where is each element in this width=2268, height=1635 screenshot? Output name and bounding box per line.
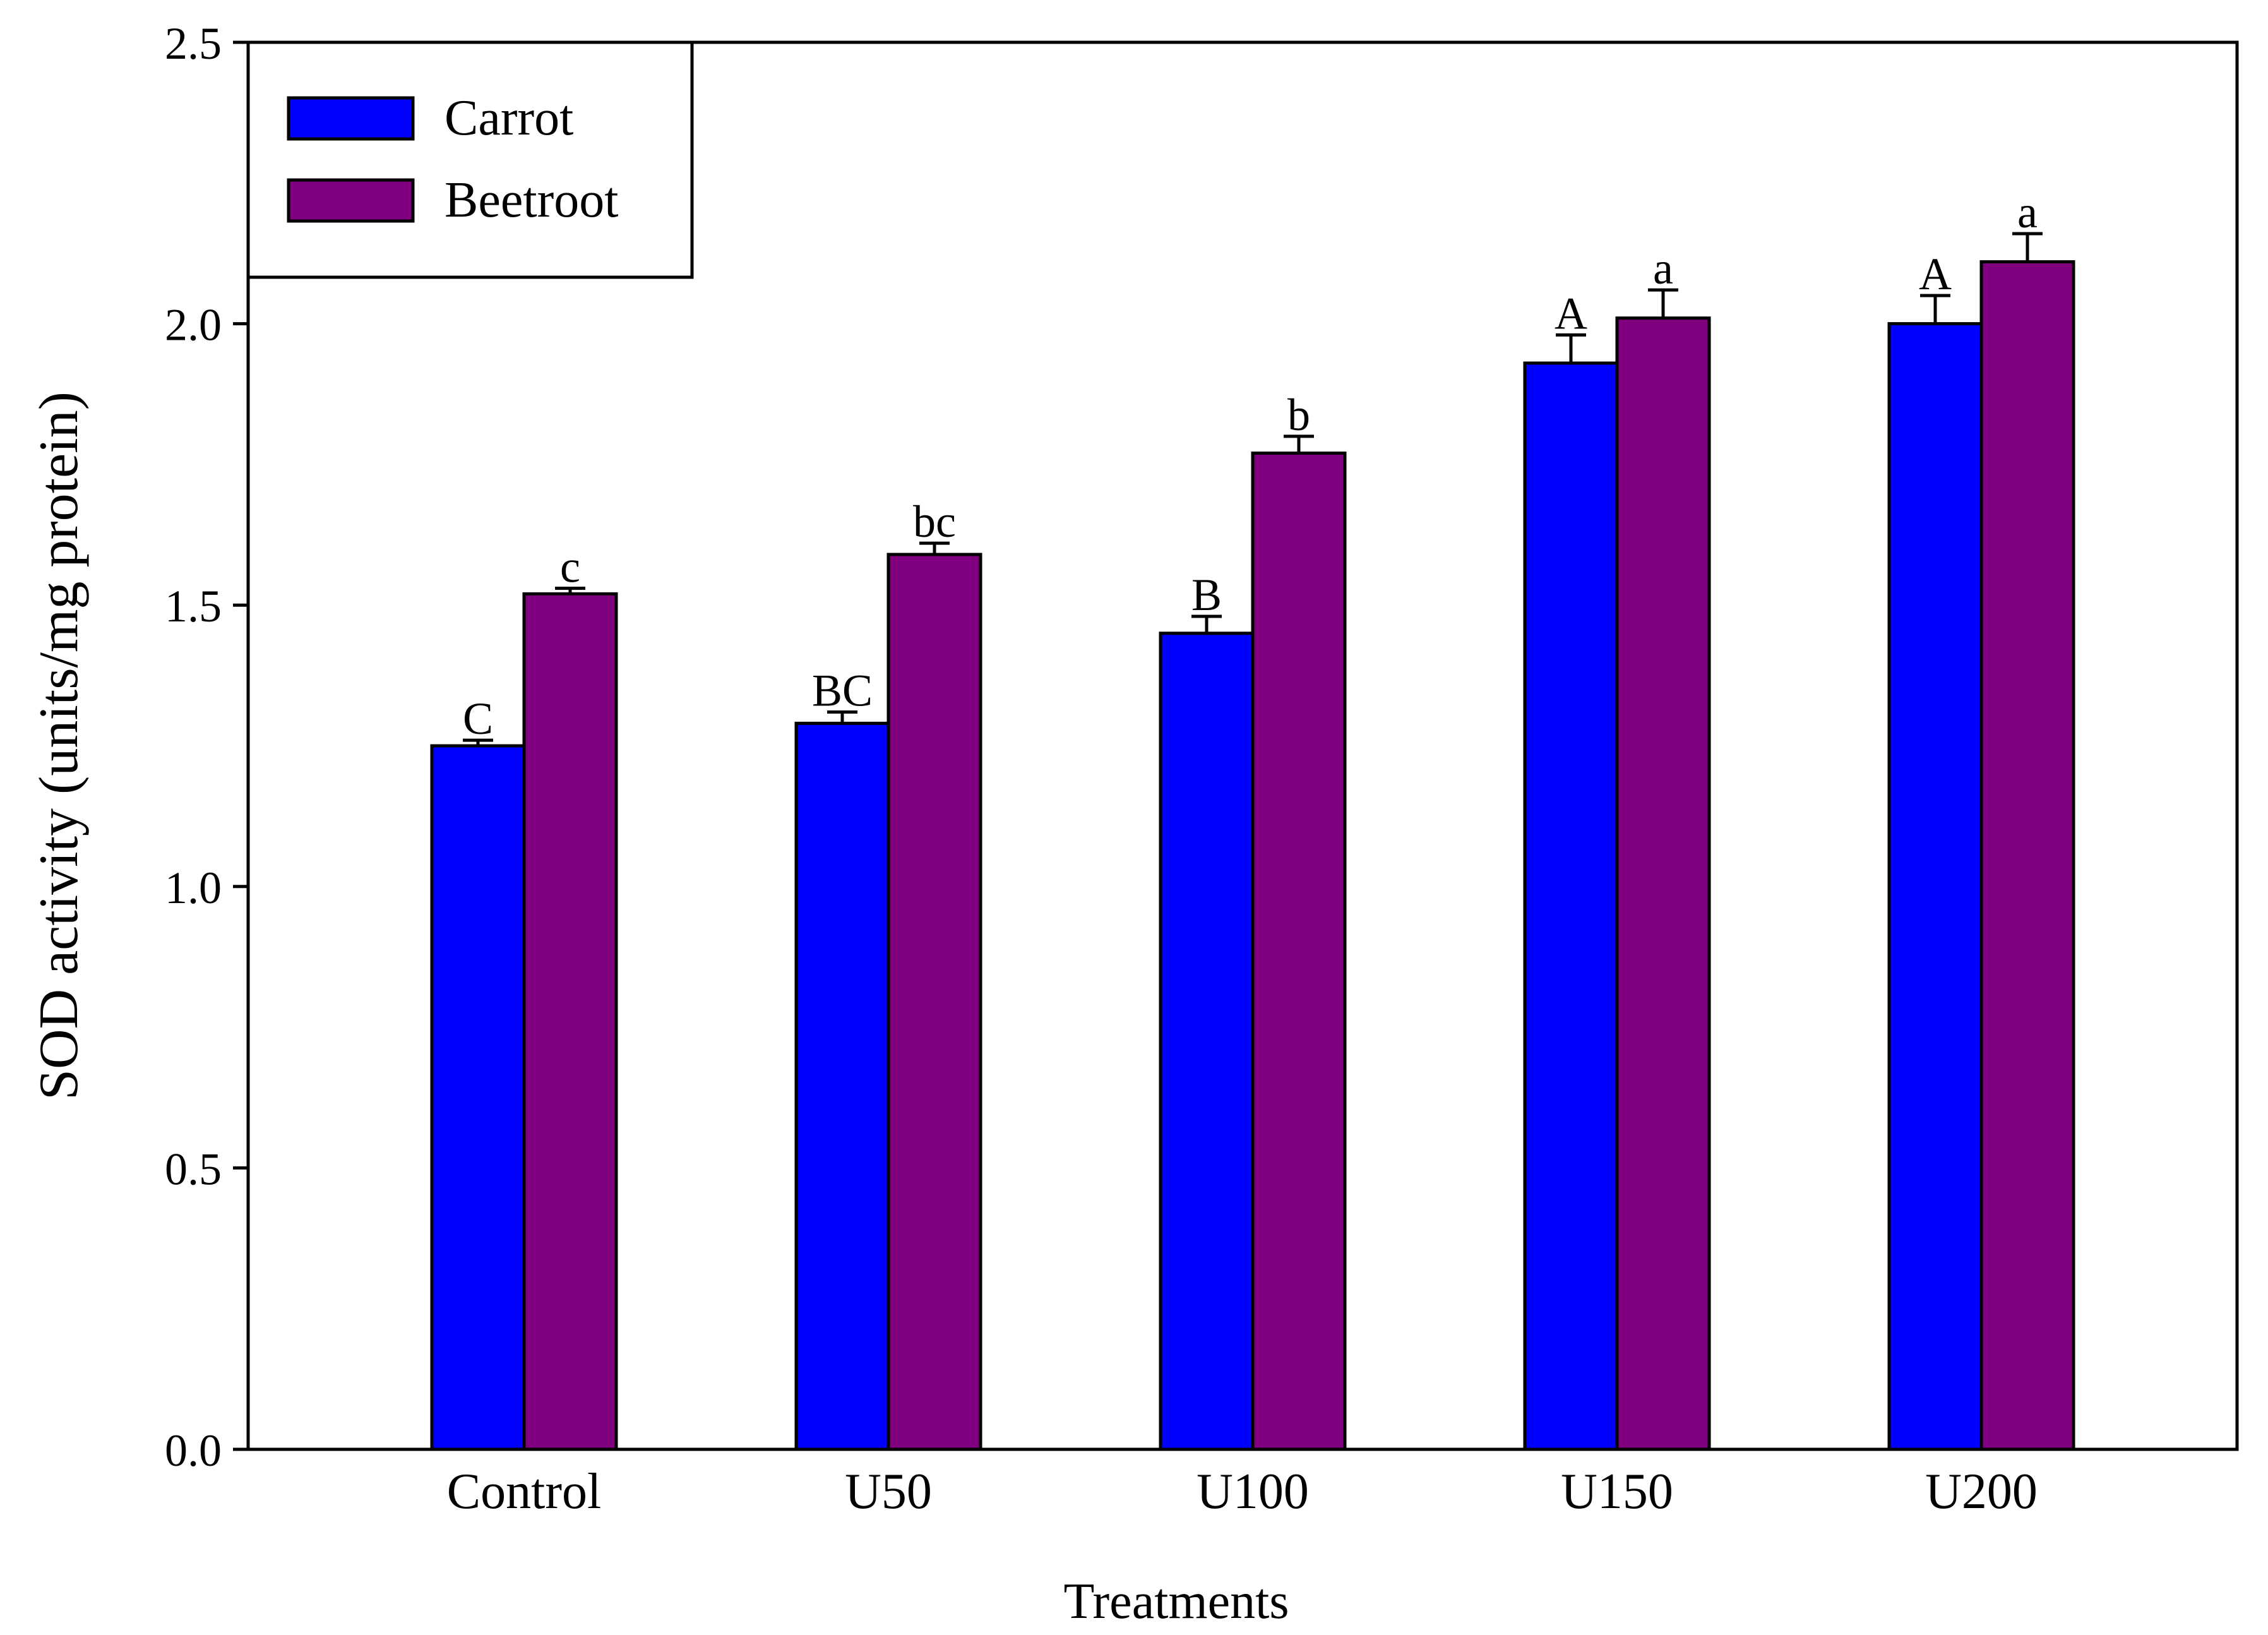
error-bars-group — [463, 232, 2043, 746]
x-tick-label-u150: U150 — [1561, 1464, 1673, 1519]
plot-frame — [246, 40, 2239, 1451]
significance-letter-carrot-u50: BC — [812, 666, 873, 716]
bar-carrot-u50 — [794, 721, 890, 1451]
y-tick-label-1.0: 1.0 — [165, 863, 222, 913]
significance-letter-beetroot-u200: a — [2017, 187, 2038, 237]
y-axis-label: SOD activity (units/mg protein) — [28, 392, 90, 1100]
significance-letter-carrot-u200: A — [1919, 249, 1952, 299]
significance-letter-beetroot-u100: b — [1287, 390, 1310, 440]
bar-carrot-control — [430, 744, 526, 1451]
x-tick-label-u100: U100 — [1197, 1464, 1309, 1519]
bar-beetroot-u50 — [886, 553, 982, 1451]
legend: Carrot Beetroot — [246, 40, 694, 279]
legend-swatch-beetroot — [287, 178, 415, 223]
y-tick-label-0.5: 0.5 — [165, 1144, 222, 1194]
legend-label-beetroot: Beetroot — [445, 172, 618, 228]
legend-box — [246, 40, 694, 279]
bar-beetroot-u150 — [1615, 316, 1711, 1451]
y-tick-label-1.5: 1.5 — [165, 581, 222, 632]
significance-letter-beetroot-u50: bc — [913, 496, 956, 547]
y-tick-label-0.0: 0.0 — [165, 1425, 222, 1476]
y-tick-labels: 0.0 0.5 1.0 1.5 2.0 2.5 — [165, 18, 222, 1476]
legend-swatch-carrot — [287, 96, 415, 141]
bar-beetroot-u100 — [1251, 452, 1347, 1451]
significance-letter-beetroot-control: c — [560, 541, 580, 592]
axes-group — [233, 40, 2239, 1451]
x-tick-label-control: Control — [447, 1464, 601, 1519]
x-tick-label-u200: U200 — [1925, 1464, 2038, 1519]
bar-carrot-u200 — [1887, 322, 1983, 1451]
significance-letters-group: Cc BC bc Bb Aa Aa — [463, 187, 2038, 744]
significance-letter-beetroot-u150: a — [1653, 243, 1673, 294]
x-tick-label-u50: U50 — [845, 1464, 932, 1519]
legend-label-carrot: Carrot — [445, 90, 573, 146]
y-tick-label-2.0: 2.0 — [165, 300, 222, 350]
x-axis-label: Treatments — [1063, 1574, 1289, 1629]
bar-beetroot-control — [522, 592, 618, 1451]
bar-carrot-u100 — [1159, 632, 1255, 1451]
bars-group — [430, 260, 2075, 1451]
x-tick-labels: Control U50 U100 U150 U200 — [447, 1464, 2038, 1519]
bar-carrot-u150 — [1523, 361, 1619, 1451]
bar-beetroot-u200 — [1979, 260, 2075, 1451]
y-tick-label-2.5: 2.5 — [165, 18, 222, 69]
significance-letter-carrot-control: C — [463, 693, 493, 744]
significance-letter-carrot-u150: A — [1555, 288, 1587, 338]
significance-letter-carrot-u100: B — [1191, 570, 1222, 620]
